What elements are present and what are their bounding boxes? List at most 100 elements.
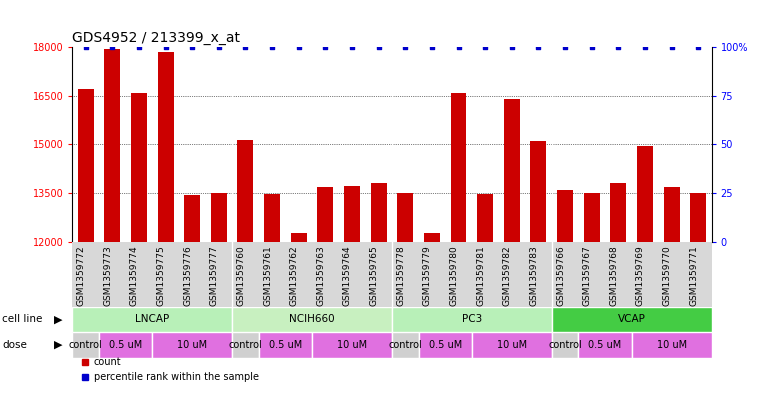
Bar [131, 93, 147, 242]
Text: dose: dose [2, 340, 27, 350]
Bar [477, 194, 493, 242]
Text: GSM1359775: GSM1359775 [157, 245, 166, 306]
Point [400, 44, 412, 50]
Text: GSM1359782: GSM1359782 [503, 245, 512, 306]
Bar [424, 233, 440, 242]
Point [612, 44, 624, 50]
Bar [637, 146, 653, 242]
Text: GSM1359777: GSM1359777 [210, 245, 219, 306]
Text: 0.5 uM: 0.5 uM [269, 340, 302, 350]
Bar [78, 89, 94, 242]
Text: GSM1359767: GSM1359767 [583, 245, 592, 306]
Text: NCIH660: NCIH660 [289, 314, 335, 324]
Bar [392, 307, 552, 332]
Text: GSM1359778: GSM1359778 [396, 245, 406, 306]
Bar [104, 49, 120, 242]
Bar [99, 332, 152, 358]
Text: GSM1359770: GSM1359770 [663, 245, 672, 306]
Bar [530, 141, 546, 242]
Text: GSM1359763: GSM1359763 [317, 245, 326, 306]
Text: ▶: ▶ [54, 340, 63, 350]
Bar [317, 187, 333, 242]
Bar [610, 184, 626, 242]
Point [107, 44, 119, 50]
Text: ▶: ▶ [54, 314, 63, 324]
Text: 0.5 uM: 0.5 uM [588, 340, 622, 350]
Point [693, 44, 705, 50]
Text: control: control [228, 340, 263, 350]
Point [293, 44, 305, 50]
Bar [472, 332, 552, 358]
Point [453, 44, 465, 50]
Text: GSM1359780: GSM1359780 [450, 245, 459, 306]
Text: control: control [548, 340, 582, 350]
Bar [397, 193, 413, 242]
Text: GSM1359765: GSM1359765 [370, 245, 379, 306]
Bar [211, 193, 227, 242]
Text: 0.5 uM: 0.5 uM [428, 340, 462, 350]
Text: GSM1359773: GSM1359773 [103, 245, 113, 306]
Point [586, 44, 598, 50]
Text: VCAP: VCAP [618, 314, 645, 324]
Point [373, 44, 385, 50]
Bar [232, 307, 392, 332]
Point [213, 44, 225, 50]
Bar [158, 52, 174, 242]
Bar [72, 332, 99, 358]
Text: 10 uM: 10 uM [337, 340, 367, 350]
Text: GSM1359762: GSM1359762 [290, 245, 299, 306]
Point [666, 44, 678, 50]
Text: control: control [388, 340, 422, 350]
Bar [578, 332, 632, 358]
Text: GSM1359772: GSM1359772 [77, 245, 86, 306]
Bar [184, 195, 200, 242]
Bar [690, 193, 706, 242]
Text: LNCAP: LNCAP [135, 314, 170, 324]
Bar [664, 187, 680, 242]
Bar [312, 332, 392, 358]
Bar [552, 307, 712, 332]
Text: 10 uM: 10 uM [177, 340, 207, 350]
Bar [552, 332, 578, 358]
Text: GSM1359774: GSM1359774 [130, 245, 139, 306]
Text: GSM1359764: GSM1359764 [343, 245, 352, 306]
Point [160, 44, 172, 50]
Bar [419, 332, 472, 358]
Point [80, 44, 92, 50]
Legend: count, percentile rank within the sample: count, percentile rank within the sample [77, 354, 263, 386]
Text: 10 uM: 10 uM [657, 340, 686, 350]
Text: GSM1359776: GSM1359776 [183, 245, 193, 306]
Bar [259, 332, 312, 358]
Text: GSM1359781: GSM1359781 [476, 245, 486, 306]
Point [479, 44, 492, 50]
Text: GSM1359769: GSM1359769 [636, 245, 645, 306]
Bar [72, 307, 232, 332]
Point [426, 44, 438, 50]
Bar [237, 140, 253, 242]
Bar [504, 99, 520, 242]
Point [186, 44, 199, 50]
Text: 0.5 uM: 0.5 uM [109, 340, 142, 350]
Text: GSM1359761: GSM1359761 [263, 245, 272, 306]
Text: control: control [68, 340, 103, 350]
Point [506, 44, 518, 50]
Bar [344, 186, 360, 242]
Bar [291, 233, 307, 242]
Bar [557, 191, 573, 242]
Text: GSM1359768: GSM1359768 [610, 245, 618, 306]
Bar [371, 184, 387, 242]
Text: cell line: cell line [2, 314, 43, 324]
Text: GDS4952 / 213399_x_at: GDS4952 / 213399_x_at [72, 31, 240, 45]
Bar [584, 193, 600, 242]
Text: GSM1359766: GSM1359766 [556, 245, 565, 306]
Bar [392, 332, 419, 358]
Point [320, 44, 332, 50]
Text: GSM1359771: GSM1359771 [689, 245, 699, 306]
Text: 10 uM: 10 uM [497, 340, 527, 350]
Text: GSM1359783: GSM1359783 [530, 245, 539, 306]
Bar [451, 93, 466, 242]
Bar [632, 332, 712, 358]
Text: GSM1359779: GSM1359779 [423, 245, 432, 306]
Point [240, 44, 252, 50]
Bar [232, 332, 259, 358]
